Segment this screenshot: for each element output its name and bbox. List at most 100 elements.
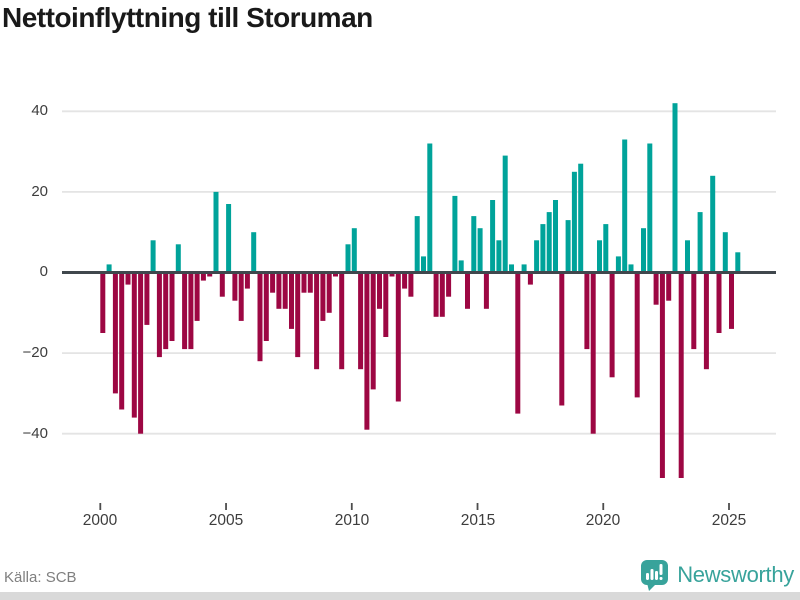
- bar: [483, 272, 489, 309]
- bar: [729, 272, 734, 329]
- newsworthy-wordmark: Newsworthy: [677, 562, 794, 587]
- bar: [138, 272, 144, 434]
- bar: [534, 240, 540, 273]
- x-axis-label-2010: 2010: [334, 512, 370, 529]
- bar: [207, 272, 213, 277]
- bar: [615, 256, 621, 273]
- bar: [446, 272, 452, 297]
- bar: [175, 244, 181, 273]
- y-axis-label-20: 20: [31, 183, 48, 200]
- y-axis-label-neg20: −20: [22, 344, 48, 361]
- bar: [666, 272, 672, 301]
- bar: [452, 195, 458, 273]
- bar: [219, 272, 225, 297]
- bar: [565, 220, 571, 273]
- bar: [257, 272, 263, 362]
- bar: [571, 171, 577, 273]
- bar: [119, 272, 125, 410]
- bar: [314, 272, 320, 370]
- bar: [421, 256, 426, 273]
- bar: [609, 272, 615, 378]
- bar: [351, 228, 357, 273]
- bottom-strip: [0, 592, 800, 600]
- x-axis-label-2000: 2000: [82, 512, 118, 529]
- bar: [188, 272, 194, 350]
- bar: [433, 272, 439, 317]
- bar: [590, 272, 596, 434]
- bar: [402, 272, 408, 289]
- bar: [578, 163, 584, 273]
- bar: [213, 191, 219, 273]
- bar: [333, 272, 338, 277]
- bar: [540, 224, 546, 273]
- bar: [163, 272, 169, 350]
- bar: [232, 272, 238, 301]
- bar: [194, 272, 200, 321]
- bar: [634, 272, 640, 398]
- bar: [238, 272, 244, 321]
- bar: [553, 200, 558, 273]
- bar: [722, 232, 728, 273]
- bar: [490, 200, 496, 273]
- x-axis-label-2020: 2020: [585, 512, 621, 529]
- bar: [603, 224, 609, 273]
- bar: [515, 272, 521, 414]
- bar: [389, 272, 395, 277]
- bar: [244, 272, 250, 289]
- bar: [685, 240, 690, 273]
- bar: [546, 212, 552, 273]
- bar: [527, 272, 533, 285]
- bar: [370, 272, 376, 390]
- bar: [622, 139, 628, 273]
- bar: [150, 240, 156, 273]
- bar: [716, 272, 722, 333]
- bar: [477, 228, 483, 273]
- bar: [339, 272, 345, 370]
- bar: [659, 272, 665, 478]
- bar: [653, 272, 659, 305]
- bar: [112, 272, 118, 394]
- bar: [672, 103, 678, 273]
- bar: [200, 272, 206, 281]
- x-axis-label-2025: 2025: [711, 512, 747, 529]
- bar: [710, 175, 716, 273]
- bar: [358, 272, 364, 370]
- bar: [521, 264, 527, 273]
- bar: [100, 272, 106, 333]
- source-text: Källa: SCB: [4, 569, 77, 586]
- bar: [251, 232, 257, 273]
- bar: [641, 228, 646, 273]
- bar: [263, 272, 269, 341]
- bar: [647, 143, 653, 273]
- bar: [289, 272, 294, 329]
- bar: [439, 272, 445, 317]
- bar: [383, 272, 389, 337]
- x-axis-label-2005: 2005: [208, 512, 244, 529]
- bar: [320, 272, 326, 321]
- y-axis-label-0: 0: [39, 263, 48, 280]
- bar: [270, 272, 276, 293]
- bar: [156, 272, 162, 358]
- bar: [307, 272, 313, 293]
- bar: [597, 240, 602, 273]
- bar: [465, 272, 470, 309]
- y-axis-label-40: 40: [31, 102, 48, 119]
- x-axis-label-2015: 2015: [460, 512, 496, 529]
- bar: [395, 272, 401, 402]
- bar: [169, 272, 175, 341]
- bar: [144, 272, 150, 325]
- bar: [182, 272, 188, 350]
- bar: [509, 264, 514, 273]
- y-axis-label-neg40: −40: [22, 425, 48, 442]
- newsworthy-logo-icon: [641, 559, 669, 591]
- bar: [131, 272, 137, 418]
- bar: [584, 272, 590, 350]
- bar: [697, 212, 703, 273]
- bar: [408, 272, 414, 297]
- bar: [326, 272, 332, 313]
- bar: [496, 240, 502, 273]
- bar: [691, 272, 697, 350]
- newsworthy-brand: Newsworthy: [640, 558, 794, 592]
